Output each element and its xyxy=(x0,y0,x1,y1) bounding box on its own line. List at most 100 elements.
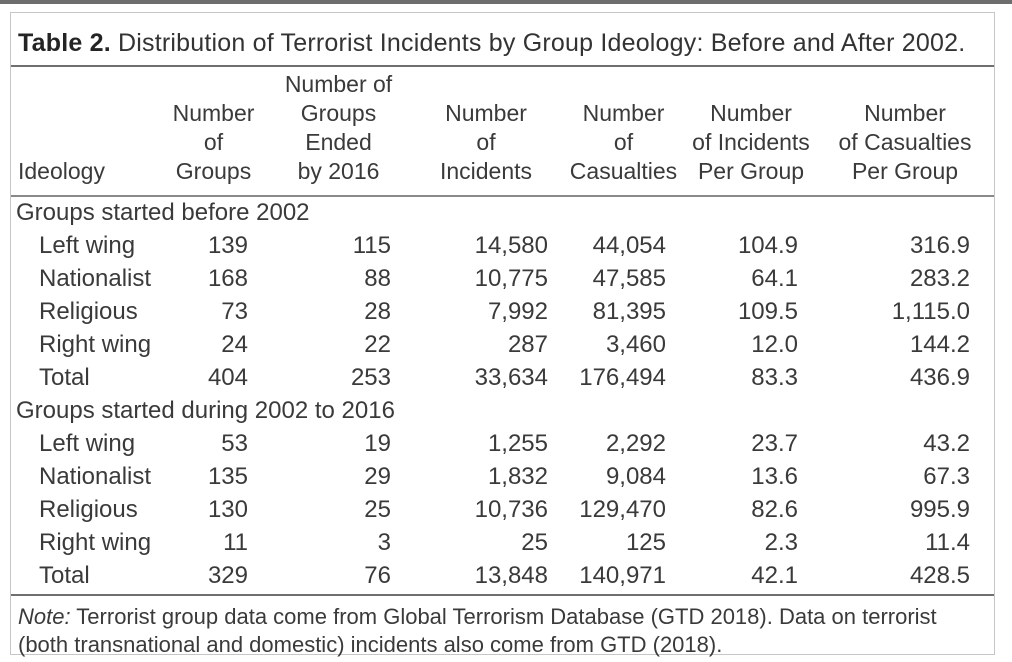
value-cell: 283.2 xyxy=(909,264,970,292)
section-header-before-2002: Groups started before 2002 xyxy=(16,199,310,226)
ideology-cell: Nationalist xyxy=(39,264,152,292)
note-text: Terrorist group data come from Global Te… xyxy=(18,604,937,657)
value-cell: 19 xyxy=(364,429,391,457)
column-header-number-of-groups: Number of Groups xyxy=(161,67,266,197)
value-cell: 25 xyxy=(521,528,548,556)
value-cell: 12.0 xyxy=(751,330,798,358)
note-label: Note: xyxy=(18,604,71,629)
value-cell: 436.9 xyxy=(909,363,970,391)
table-header: Ideology Number of Groups Number of Grou… xyxy=(11,67,994,197)
value-cell: 104.9 xyxy=(737,231,798,259)
ideology-cell: Left wing xyxy=(39,429,136,457)
value-cell: 14,580 xyxy=(474,231,548,259)
column-header-incidents-per-group: Number of Incidents Per Group xyxy=(686,67,816,197)
value-cell: 43.2 xyxy=(923,429,970,457)
table-note: Note: Terrorist group data come from Glo… xyxy=(11,594,994,659)
value-cell: 253 xyxy=(350,363,391,391)
value-cell: 139 xyxy=(207,231,248,259)
value-cell: 81,395 xyxy=(592,297,666,325)
table-frame: Table 2. Distribution of Terrorist Incid… xyxy=(10,12,995,657)
ideology-cell: Nationalist xyxy=(39,462,152,490)
value-cell: 76 xyxy=(364,561,391,589)
table-row: Left wing 53 19 1,255 2,292 23.7 43.2 xyxy=(11,427,994,460)
value-cell: 287 xyxy=(507,330,548,358)
value-cell: 25 xyxy=(364,495,391,523)
value-cell: 130 xyxy=(207,495,248,523)
section-header-row: Groups started before 2002 xyxy=(11,196,994,229)
ideology-cell: Total xyxy=(39,363,90,391)
value-cell: 67.3 xyxy=(923,462,970,490)
value-cell: 10,736 xyxy=(474,495,548,523)
value-cell: 82.6 xyxy=(751,495,798,523)
value-cell: 1,832 xyxy=(487,462,548,490)
value-cell: 11.4 xyxy=(925,528,970,556)
ideology-cell: Religious xyxy=(39,495,138,523)
value-cell: 28 xyxy=(364,297,391,325)
value-cell: 42.1 xyxy=(751,561,798,589)
value-cell: 404 xyxy=(207,363,248,391)
value-cell: 995.9 xyxy=(909,495,970,523)
value-cell: 2.3 xyxy=(764,528,798,556)
value-cell: 2,292 xyxy=(605,429,666,457)
table-row: Total 329 76 13,848 140,971 42.1 428.5 xyxy=(11,559,994,592)
value-cell: 24 xyxy=(221,330,248,358)
ideology-cell: Total xyxy=(39,561,90,589)
ideology-cell: Religious xyxy=(39,297,138,325)
column-header-casualties-per-group: Number of Casualties Per Group xyxy=(816,67,994,197)
table-row: Right wing 11 3 25 125 2.3 11.4 xyxy=(11,526,994,559)
value-cell: 9,084 xyxy=(605,462,666,490)
value-cell: 47,585 xyxy=(592,264,666,292)
value-cell: 3,460 xyxy=(605,330,666,358)
table-row: Religious 73 28 7,992 81,395 109.5 1,115… xyxy=(11,295,994,328)
value-cell: 1,255 xyxy=(487,429,548,457)
value-cell: 44,054 xyxy=(592,231,666,259)
value-cell: 135 xyxy=(207,462,248,490)
value-cell: 88 xyxy=(364,264,391,292)
value-cell: 10,775 xyxy=(474,264,548,292)
section-header-2002-to-2016: Groups started during 2002 to 2016 xyxy=(16,396,395,424)
value-cell: 316.9 xyxy=(909,231,970,259)
value-cell: 329 xyxy=(207,561,248,589)
table-row: Right wing 24 22 287 3,460 12.0 144.2 xyxy=(11,328,994,361)
data-table: Ideology Number of Groups Number of Grou… xyxy=(11,67,994,592)
table-row: Nationalist 135 29 1,832 9,084 13.6 67.3 xyxy=(11,460,994,493)
value-cell: 73 xyxy=(221,297,248,325)
section-header-row: Groups started during 2002 to 2016 xyxy=(11,394,994,427)
value-cell: 3 xyxy=(377,528,391,556)
table-row: Total 404 253 33,634 176,494 83.3 436.9 xyxy=(11,361,994,394)
value-cell: 13,848 xyxy=(474,561,548,589)
value-cell: 29 xyxy=(364,462,391,490)
column-header-ideology: Ideology xyxy=(11,67,161,197)
column-header-number-of-casualties: Number of Casualties xyxy=(561,67,686,197)
ideology-cell: Right wing xyxy=(39,330,152,358)
column-header-number-of-incidents: Number of Incidents xyxy=(411,67,561,197)
column-header-groups-ended-by-2016: Number of Groups Ended by 2016 xyxy=(266,67,411,197)
table-title: Table 2. Distribution of Terrorist Incid… xyxy=(11,13,994,67)
value-cell: 168 xyxy=(207,264,248,292)
value-cell: 11 xyxy=(223,528,248,556)
value-cell: 53 xyxy=(221,429,248,457)
table-number-label: Table 2. xyxy=(18,29,111,57)
value-cell: 109.5 xyxy=(737,297,798,325)
value-cell: 144.2 xyxy=(909,330,970,358)
value-cell: 33,634 xyxy=(474,363,548,391)
value-cell: 7,992 xyxy=(487,297,548,325)
ideology-cell: Right wing xyxy=(39,528,152,556)
value-cell: 129,470 xyxy=(579,495,666,523)
value-cell: 23.7 xyxy=(751,429,798,457)
table-row: Religious 130 25 10,736 129,470 82.6 995… xyxy=(11,493,994,526)
value-cell: 140,971 xyxy=(579,561,666,589)
value-cell: 125 xyxy=(625,528,666,556)
ideology-cell: Left wing xyxy=(39,231,136,259)
top-crop-band xyxy=(0,0,1012,4)
table-row: Left wing 139 115 14,580 44,054 104.9 31… xyxy=(11,229,994,262)
value-cell: 64.1 xyxy=(751,264,798,292)
value-cell: 115 xyxy=(352,231,391,259)
table-row: Nationalist 168 88 10,775 47,585 64.1 28… xyxy=(11,262,994,295)
value-cell: 1,115.0 xyxy=(891,297,970,325)
value-cell: 22 xyxy=(364,330,391,358)
table-title-text: Distribution of Terrorist Incidents by G… xyxy=(110,29,966,57)
table-body: Groups started before 2002 Left wing 139… xyxy=(11,196,994,592)
value-cell: 83.3 xyxy=(751,363,798,391)
value-cell: 428.5 xyxy=(909,561,970,589)
